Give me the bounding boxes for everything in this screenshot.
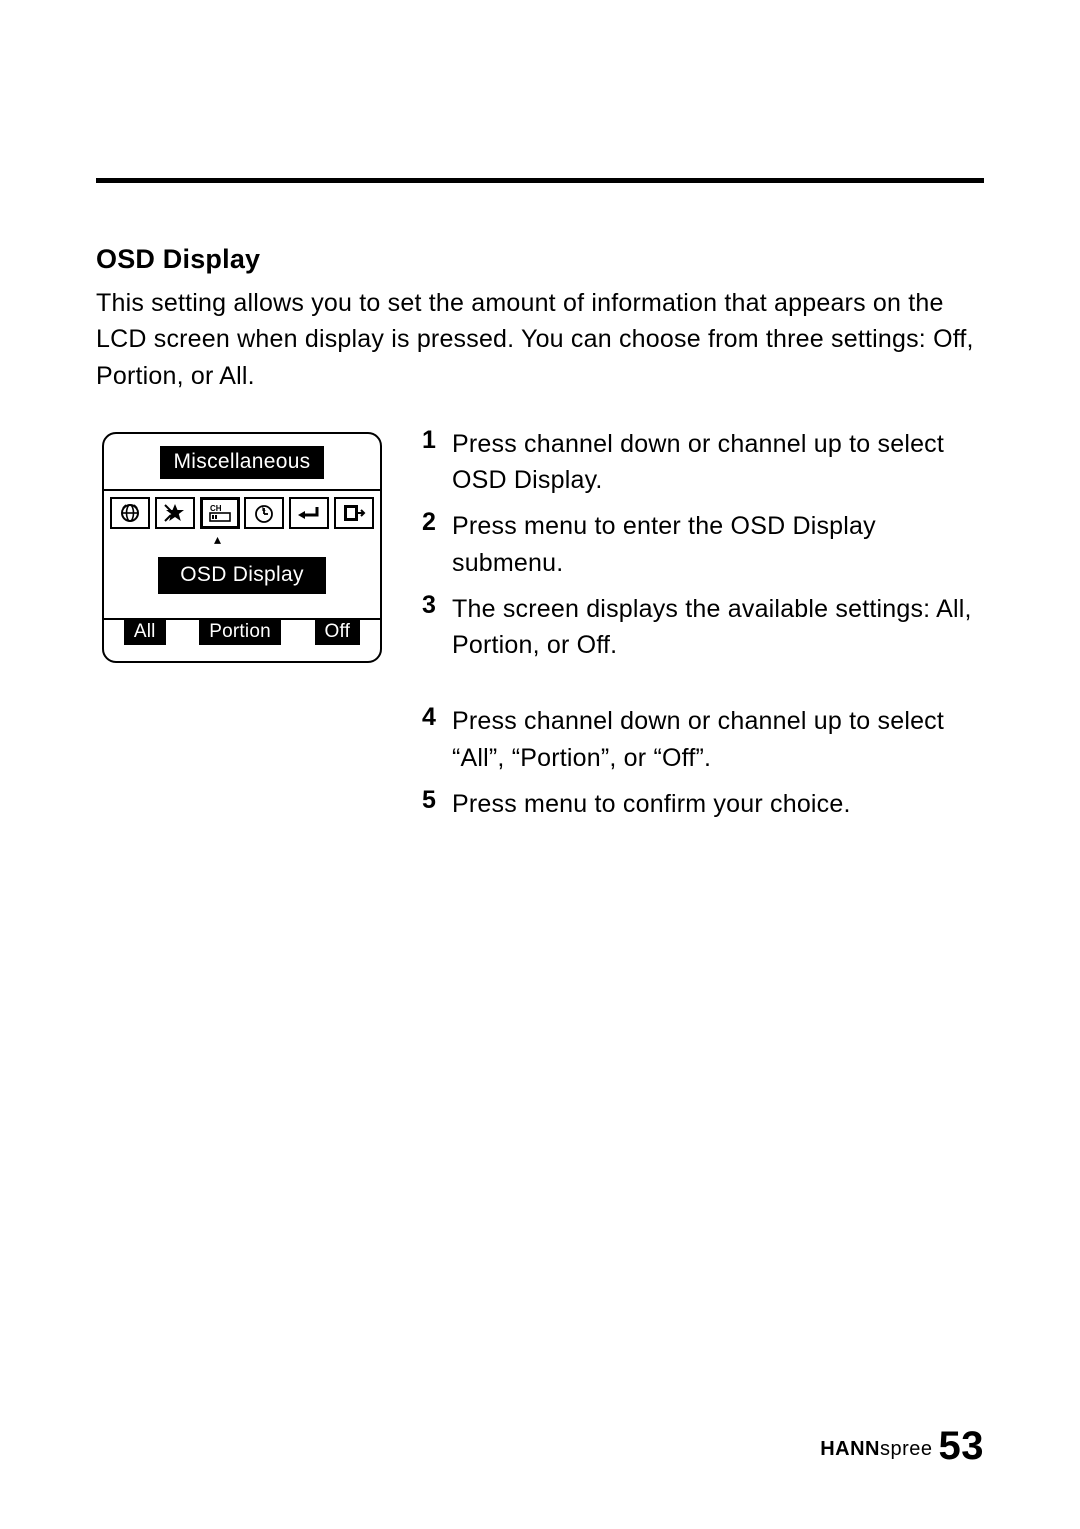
step-number: 3 bbox=[422, 591, 452, 664]
step-text: Press channel down or channel up to sele… bbox=[452, 703, 984, 776]
step-item: 3The screen displays the available setti… bbox=[422, 591, 984, 664]
language-icon bbox=[110, 497, 150, 529]
option-off: Off bbox=[315, 620, 361, 645]
ch-label: CH bbox=[210, 504, 222, 513]
brand-bold: HANN bbox=[820, 1438, 880, 1460]
section-title: OSD Display bbox=[96, 244, 984, 275]
content: OSD Display This setting allows you to s… bbox=[96, 244, 984, 832]
selection-pointer-icon: ▴ bbox=[214, 531, 221, 548]
osd-options-row: All Portion Off bbox=[104, 620, 380, 661]
osd-submenu-title: OSD Display bbox=[158, 557, 326, 594]
step-number: 5 bbox=[422, 786, 452, 822]
step-text: Press menu to enter the OSD Display subm… bbox=[452, 508, 984, 581]
option-all: All bbox=[124, 620, 166, 645]
favorite-icon bbox=[155, 497, 195, 529]
step-item: 4Press channel down or channel up to sel… bbox=[422, 703, 984, 776]
steps-list-2: 4Press channel down or channel up to sel… bbox=[422, 703, 984, 822]
step-number: 4 bbox=[422, 703, 452, 776]
step-item: 1Press channel down or channel up to sel… bbox=[422, 426, 984, 499]
step-text: The screen displays the available settin… bbox=[452, 591, 984, 664]
top-rule bbox=[96, 178, 984, 183]
timer-icon: L bbox=[244, 497, 284, 529]
channel-icon: CH bbox=[200, 497, 240, 529]
svg-text:L: L bbox=[262, 507, 266, 513]
page-number: 53 bbox=[939, 1424, 985, 1468]
step-number: 2 bbox=[422, 508, 452, 581]
step-text: Press channel down or channel up to sele… bbox=[452, 426, 984, 499]
step-number: 1 bbox=[422, 426, 452, 499]
intro-text: This setting allows you to set the amoun… bbox=[96, 285, 984, 394]
return-icon bbox=[289, 497, 329, 529]
page-footer: HANNspree 53 bbox=[820, 1424, 984, 1469]
step-item: 5Press menu to confirm your choice. bbox=[422, 786, 984, 822]
steps-list: 1Press channel down or channel up to sel… bbox=[422, 426, 984, 664]
osd-menu-title: Miscellaneous bbox=[160, 446, 325, 479]
option-portion: Portion bbox=[199, 620, 281, 645]
step-item: 2Press menu to enter the OSD Display sub… bbox=[422, 508, 984, 581]
osd-icon-row: CH L bbox=[104, 491, 380, 533]
brand-light: spree bbox=[880, 1438, 933, 1460]
step-text: Press menu to confirm your choice. bbox=[452, 786, 851, 822]
exit-icon bbox=[334, 497, 374, 529]
osd-menu-box: Miscellaneous CH L bbox=[102, 432, 382, 663]
